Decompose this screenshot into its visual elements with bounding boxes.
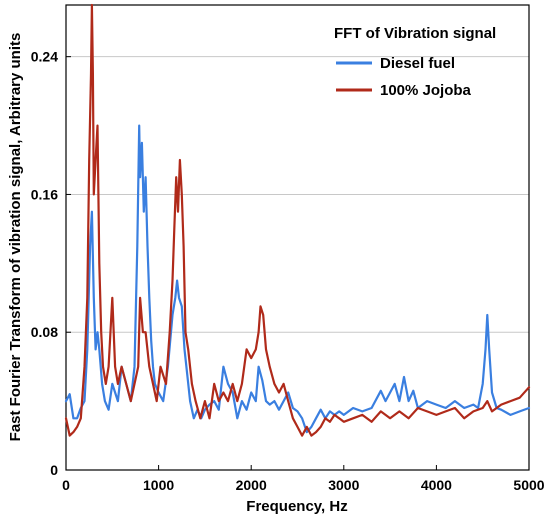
x-tick-label: 5000 xyxy=(513,477,544,493)
legend-label-jojoba: 100% Jojoba xyxy=(380,82,472,99)
plot-frame xyxy=(65,4,530,471)
y-tick-label: 0.16 xyxy=(31,186,58,202)
legend-title: FFT of Vibration signal xyxy=(334,25,496,42)
x-tick-label: 1000 xyxy=(143,477,174,493)
series-line-diesel-fuel xyxy=(64,124,531,434)
x-tick-label: 2000 xyxy=(236,477,267,493)
x-axis-title: Frequency, Hz xyxy=(246,498,347,515)
y-tick-label: 0.08 xyxy=(31,324,58,340)
series-layer xyxy=(64,3,531,437)
y-axis-title: Fast Fourier Transform of vibration sign… xyxy=(7,33,24,442)
legend-label-diesel: Diesel fuel xyxy=(380,55,455,72)
axis-ticks: 0 0.08 0.16 0.24 0 1000 2000 3000 4000 5000 xyxy=(31,49,545,493)
legend: FFT of Vibration signal Diesel fuel 100%… xyxy=(334,25,496,99)
x-tick-label: 4000 xyxy=(421,477,452,493)
y-tick-label: 0 xyxy=(50,462,58,478)
x-tick-label: 3000 xyxy=(328,477,359,493)
series-line-100-jojoba xyxy=(64,3,531,437)
x-tick-label: 0 xyxy=(62,477,70,493)
y-tick-label: 0.24 xyxy=(31,49,58,65)
